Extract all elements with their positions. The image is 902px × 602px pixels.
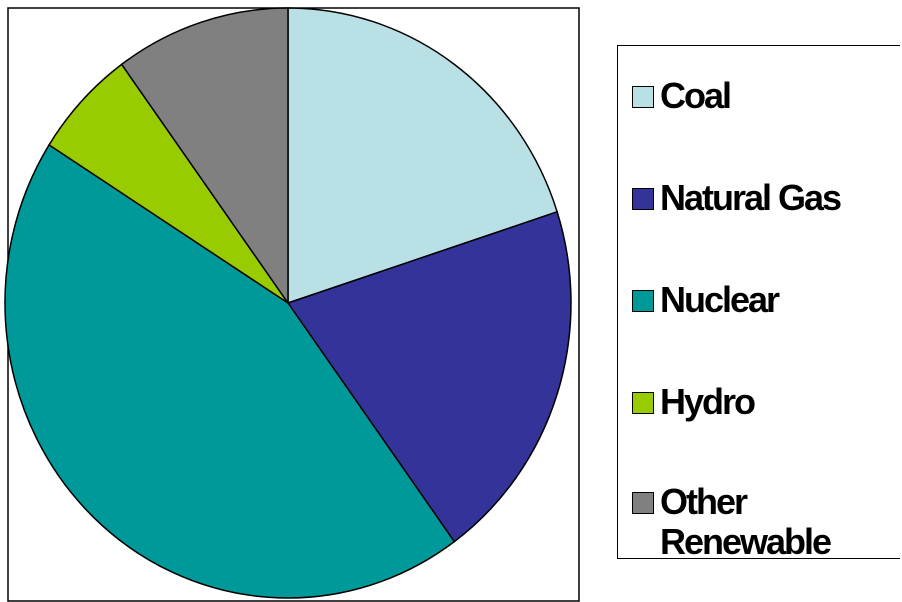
pie-slice bbox=[286, 210, 572, 543]
legend-item: Hydro bbox=[632, 382, 875, 422]
legend-item: Natural Gas bbox=[632, 178, 875, 218]
pie-slice bbox=[120, 7, 289, 306]
legend-item: Coal bbox=[632, 76, 875, 116]
legend-swatch bbox=[632, 492, 654, 514]
pie-slice bbox=[287, 7, 559, 305]
legend-item: Nuclear bbox=[632, 280, 875, 320]
legend-swatch bbox=[632, 86, 654, 108]
legend-label: Coal bbox=[660, 75, 732, 116]
legend-label: Natural Gas bbox=[660, 177, 842, 218]
legend: Coal Natural Gas Nuclear Hydro Other Renewab… bbox=[617, 45, 900, 562]
legend-label: Other Renewable bbox=[660, 481, 832, 562]
legend-label: Nuclear bbox=[660, 279, 780, 320]
legend-swatch bbox=[632, 290, 654, 312]
legend-swatch bbox=[632, 188, 654, 210]
legend-label: Hydro bbox=[660, 381, 756, 422]
legend-item: Other Renewable bbox=[632, 482, 875, 562]
legend-swatch bbox=[632, 392, 654, 414]
pie-slice bbox=[4, 143, 456, 599]
plot bbox=[4, 7, 580, 602]
